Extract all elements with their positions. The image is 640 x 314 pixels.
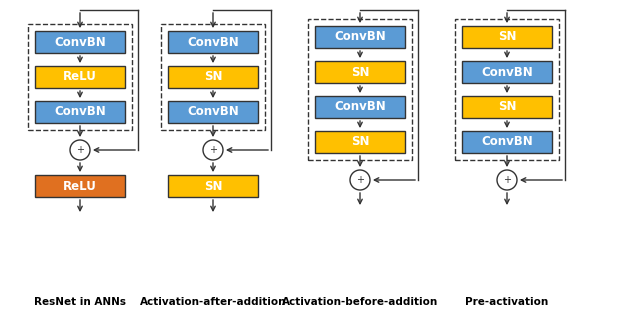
Text: ConvBN: ConvBN xyxy=(334,30,386,44)
Text: Activation-before-addition: Activation-before-addition xyxy=(282,297,438,307)
FancyBboxPatch shape xyxy=(462,131,552,153)
FancyBboxPatch shape xyxy=(35,31,125,53)
Text: ReLU: ReLU xyxy=(63,71,97,84)
Text: +: + xyxy=(76,145,84,155)
FancyBboxPatch shape xyxy=(168,31,258,53)
Text: ConvBN: ConvBN xyxy=(54,106,106,118)
Text: SN: SN xyxy=(351,66,369,78)
Text: +: + xyxy=(503,175,511,185)
FancyBboxPatch shape xyxy=(168,101,258,123)
FancyBboxPatch shape xyxy=(315,61,405,83)
Text: ResNet in ANNs: ResNet in ANNs xyxy=(34,297,126,307)
FancyBboxPatch shape xyxy=(35,66,125,88)
Text: ConvBN: ConvBN xyxy=(54,35,106,48)
Text: SN: SN xyxy=(204,180,222,192)
Text: +: + xyxy=(356,175,364,185)
FancyBboxPatch shape xyxy=(168,175,258,197)
FancyBboxPatch shape xyxy=(462,61,552,83)
Text: SN: SN xyxy=(351,136,369,149)
Text: SN: SN xyxy=(498,100,516,113)
FancyBboxPatch shape xyxy=(35,175,125,197)
FancyBboxPatch shape xyxy=(315,131,405,153)
Text: ConvBN: ConvBN xyxy=(334,100,386,113)
FancyBboxPatch shape xyxy=(315,26,405,48)
FancyBboxPatch shape xyxy=(35,101,125,123)
Text: ConvBN: ConvBN xyxy=(481,136,533,149)
Text: SN: SN xyxy=(204,71,222,84)
Text: ReLU: ReLU xyxy=(63,180,97,192)
Text: ConvBN: ConvBN xyxy=(187,35,239,48)
Text: SN: SN xyxy=(498,30,516,44)
FancyBboxPatch shape xyxy=(315,96,405,118)
Text: ConvBN: ConvBN xyxy=(187,106,239,118)
FancyBboxPatch shape xyxy=(462,26,552,48)
Text: Activation-after-addition: Activation-after-addition xyxy=(140,297,286,307)
FancyBboxPatch shape xyxy=(168,66,258,88)
Text: ConvBN: ConvBN xyxy=(481,66,533,78)
Text: +: + xyxy=(209,145,217,155)
Text: Pre-activation: Pre-activation xyxy=(465,297,548,307)
FancyBboxPatch shape xyxy=(462,96,552,118)
